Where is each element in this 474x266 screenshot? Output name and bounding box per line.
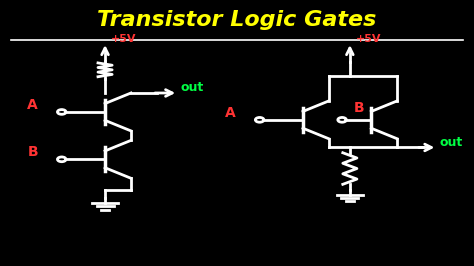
- Text: B: B: [354, 101, 364, 115]
- Text: A: A: [27, 98, 38, 112]
- Text: +5V: +5V: [111, 34, 136, 44]
- Text: +5V: +5V: [356, 34, 381, 44]
- Text: A: A: [225, 106, 236, 120]
- Text: B: B: [27, 145, 38, 159]
- Text: out: out: [439, 136, 463, 149]
- Text: Transistor Logic Gates: Transistor Logic Gates: [97, 10, 377, 30]
- Text: out: out: [181, 81, 204, 94]
